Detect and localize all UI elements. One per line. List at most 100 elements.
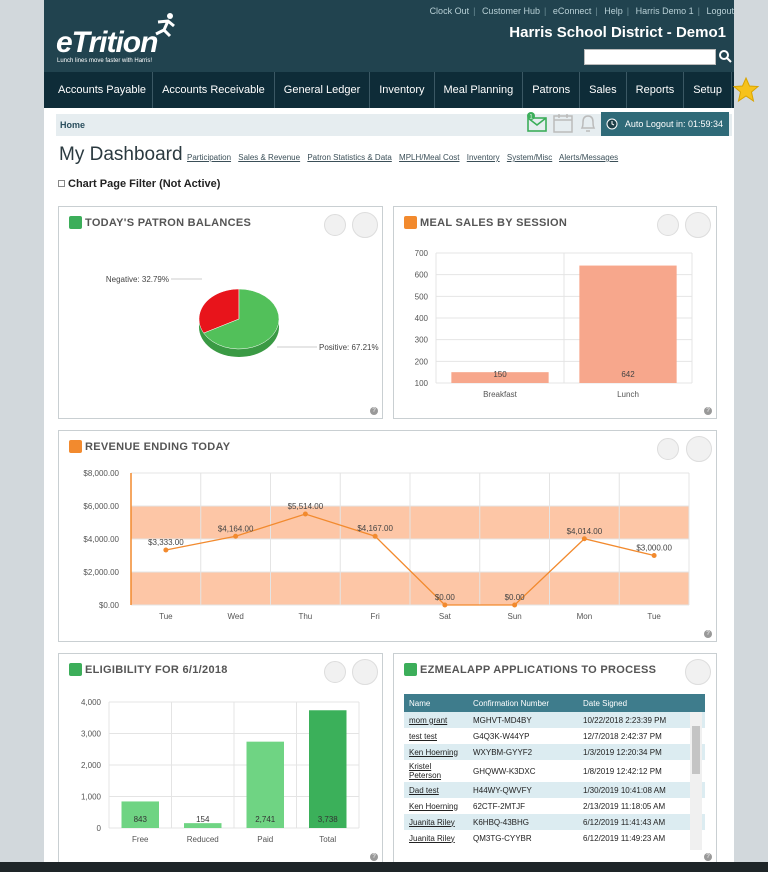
- help-icon[interactable]: ?: [370, 853, 378, 861]
- x-tick-label: Total: [319, 835, 336, 844]
- logo-tagline: Lunch lines move faster with Harris!: [57, 58, 153, 64]
- settings-wrench-icon[interactable]: [685, 212, 711, 238]
- settings-wrench-icon[interactable]: [685, 659, 711, 685]
- applicant-name-link[interactable]: Kristel Peterson: [404, 760, 468, 782]
- table-row[interactable]: Dad test H44WY-QWVFY 1/30/2019 10:41:08 AM: [404, 782, 705, 798]
- table-row[interactable]: Juanita Riley K6HBQ-43BHG 6/12/2019 11:41:…: [404, 814, 705, 830]
- expand-icon[interactable]: [58, 179, 65, 187]
- help-icon[interactable]: ?: [370, 407, 378, 415]
- link-inventory[interactable]: Inventory: [466, 153, 500, 162]
- applicant-name-link[interactable]: Juanita Riley: [404, 814, 468, 830]
- nav-inventory[interactable]: Inventory: [370, 72, 435, 108]
- x-tick-label: Sun: [508, 612, 522, 621]
- table-header-row: Name Confirmation Number Date Signed: [404, 694, 705, 712]
- calendar-icon[interactable]: [552, 112, 574, 134]
- table-row[interactable]: Juanita Riley QM3TG-CYYBR 6/12/2019 11:49:…: [404, 830, 705, 846]
- settings-wrench-icon[interactable]: [352, 659, 378, 685]
- bar-value-label: 843: [134, 815, 148, 824]
- eligibility-panel: ELIGIBILITY FOR 6/1/2018 0 1,000 2,000 3,00…: [58, 653, 383, 865]
- notification-count: 1: [529, 115, 533, 121]
- link-patron-statistics[interactable]: Patron Statistics & Data: [307, 153, 392, 162]
- date-signed: 12/7/2018 2:42:37 PM: [578, 728, 705, 744]
- download-icon[interactable]: [657, 438, 679, 460]
- econnect-link[interactable]: eConnect: [552, 6, 592, 16]
- applicant-name-link[interactable]: test test: [404, 728, 468, 744]
- y-tick-label: $0.00: [99, 601, 120, 610]
- y-tick-label: 700: [415, 249, 429, 258]
- applicant-name-link[interactable]: Juanita Riley: [404, 830, 468, 846]
- help-icon[interactable]: ?: [704, 407, 712, 415]
- logo-text: eTrition: [56, 26, 158, 59]
- settings-wrench-icon[interactable]: [352, 212, 378, 238]
- date-signed: 2/13/2019 11:18:05 AM: [578, 798, 705, 814]
- nav-setup[interactable]: Setup: [684, 72, 732, 108]
- applicant-name-link[interactable]: Ken Hoerning: [404, 744, 468, 760]
- table-row[interactable]: Ken Hoerning WXYBM-GYYF2 1/3/2019 12:20:34…: [404, 744, 705, 760]
- table-row[interactable]: test test G4Q3K-W44YP 12/7/2018 2:42:37 PM: [404, 728, 705, 744]
- col-confirmation[interactable]: Confirmation Number: [468, 694, 578, 712]
- col-name[interactable]: Name: [404, 694, 468, 712]
- nav-patrons[interactable]: Patrons: [523, 72, 581, 108]
- applicant-name-link[interactable]: Dad test: [404, 782, 468, 798]
- table-scrollbar[interactable]: [690, 712, 702, 850]
- data-value-label: $4,164.00: [218, 524, 254, 533]
- bar-breakfast: [451, 372, 549, 383]
- dashboard-links: Participation Sales & Revenue Patron Sta…: [187, 153, 623, 162]
- scrollbar-thumb[interactable]: [692, 726, 700, 774]
- help-icon[interactable]: ?: [704, 853, 712, 861]
- favorites-star-icon[interactable]: [732, 72, 760, 108]
- data-value-label: $3,333.00: [148, 538, 184, 547]
- download-icon[interactable]: [324, 661, 346, 683]
- search-input[interactable]: [584, 49, 716, 65]
- help-link[interactable]: Help: [604, 6, 623, 16]
- clock-out-link[interactable]: Clock Out: [429, 6, 470, 16]
- breadcrumb-home[interactable]: Home: [60, 120, 86, 130]
- data-point-2: [302, 511, 308, 517]
- page-title: My Dashboard: [59, 144, 183, 165]
- date-signed: 1/3/2019 12:20:34 PM: [578, 744, 705, 760]
- logout-link[interactable]: Logout: [706, 6, 734, 16]
- link-mplh-meal-cost[interactable]: MPLH/Meal Cost: [399, 153, 460, 162]
- x-tick-label: Thu: [298, 612, 312, 621]
- y-tick-label: 3,000: [81, 730, 102, 739]
- nav-accounts-payable[interactable]: Accounts Payable: [44, 72, 154, 108]
- nav-sales[interactable]: Sales: [580, 72, 627, 108]
- search-icon[interactable]: [718, 49, 732, 63]
- list-icon: [404, 663, 417, 676]
- table-row[interactable]: Kristel Peterson GHQWW-K3DXC 1/8/2019 12:4…: [404, 760, 705, 782]
- link-participation[interactable]: Participation: [187, 153, 232, 162]
- bell-icon[interactable]: [577, 112, 599, 134]
- messages-icon[interactable]: 1: [526, 112, 548, 134]
- y-tick-label: 100: [415, 379, 429, 388]
- y-tick-label: $2,000.00: [83, 568, 119, 577]
- auto-logout-timer: Auto Logout in: 01:59:34: [600, 112, 729, 136]
- bar-value-label: 154: [196, 815, 210, 824]
- user-link[interactable]: Harris Demo 1: [635, 6, 694, 16]
- download-icon[interactable]: [657, 214, 679, 236]
- data-point-7: [651, 553, 657, 558]
- table-row[interactable]: mom grant MGHVT-MD4BY 10/22/2018 2:23:39 P…: [404, 712, 705, 728]
- nav-reports[interactable]: Reports: [627, 72, 685, 108]
- applicant-name-link[interactable]: Ken Hoerning: [404, 798, 468, 814]
- col-date-signed[interactable]: Date Signed: [578, 694, 705, 712]
- settings-wrench-icon[interactable]: [686, 436, 712, 462]
- table-row[interactable]: Ken Hoerning 62CTF-2MTJF 2/13/2019 11:18:0…: [404, 798, 705, 814]
- data-point-0: [163, 547, 169, 553]
- link-alerts-messages[interactable]: Alerts/Messages: [559, 153, 619, 162]
- download-icon[interactable]: [324, 214, 346, 236]
- link-sales-revenue[interactable]: Sales & Revenue: [238, 153, 301, 162]
- data-point-4: [442, 602, 448, 608]
- applicant-name-link[interactable]: mom grant: [404, 712, 468, 728]
- customer-hub-link[interactable]: Customer Hub: [481, 6, 540, 16]
- nav-general-ledger[interactable]: General Ledger: [275, 72, 371, 108]
- nav-meal-planning[interactable]: Meal Planning: [435, 72, 524, 108]
- x-tick-label: Wed: [227, 612, 243, 621]
- link-system-misc[interactable]: System/Misc: [506, 153, 553, 162]
- data-value-label: $4,014.00: [567, 527, 603, 536]
- help-icon[interactable]: ?: [704, 630, 712, 638]
- bar-chart-icon: [69, 663, 82, 676]
- x-tick-label: Paid: [257, 835, 273, 844]
- chart-page-filter[interactable]: Chart Page Filter (Not Active): [58, 178, 220, 190]
- etrition-logo[interactable]: eTrition Lunch lines move faster with Ha…: [56, 12, 196, 64]
- nav-accounts-receivable[interactable]: Accounts Receivable: [153, 72, 275, 108]
